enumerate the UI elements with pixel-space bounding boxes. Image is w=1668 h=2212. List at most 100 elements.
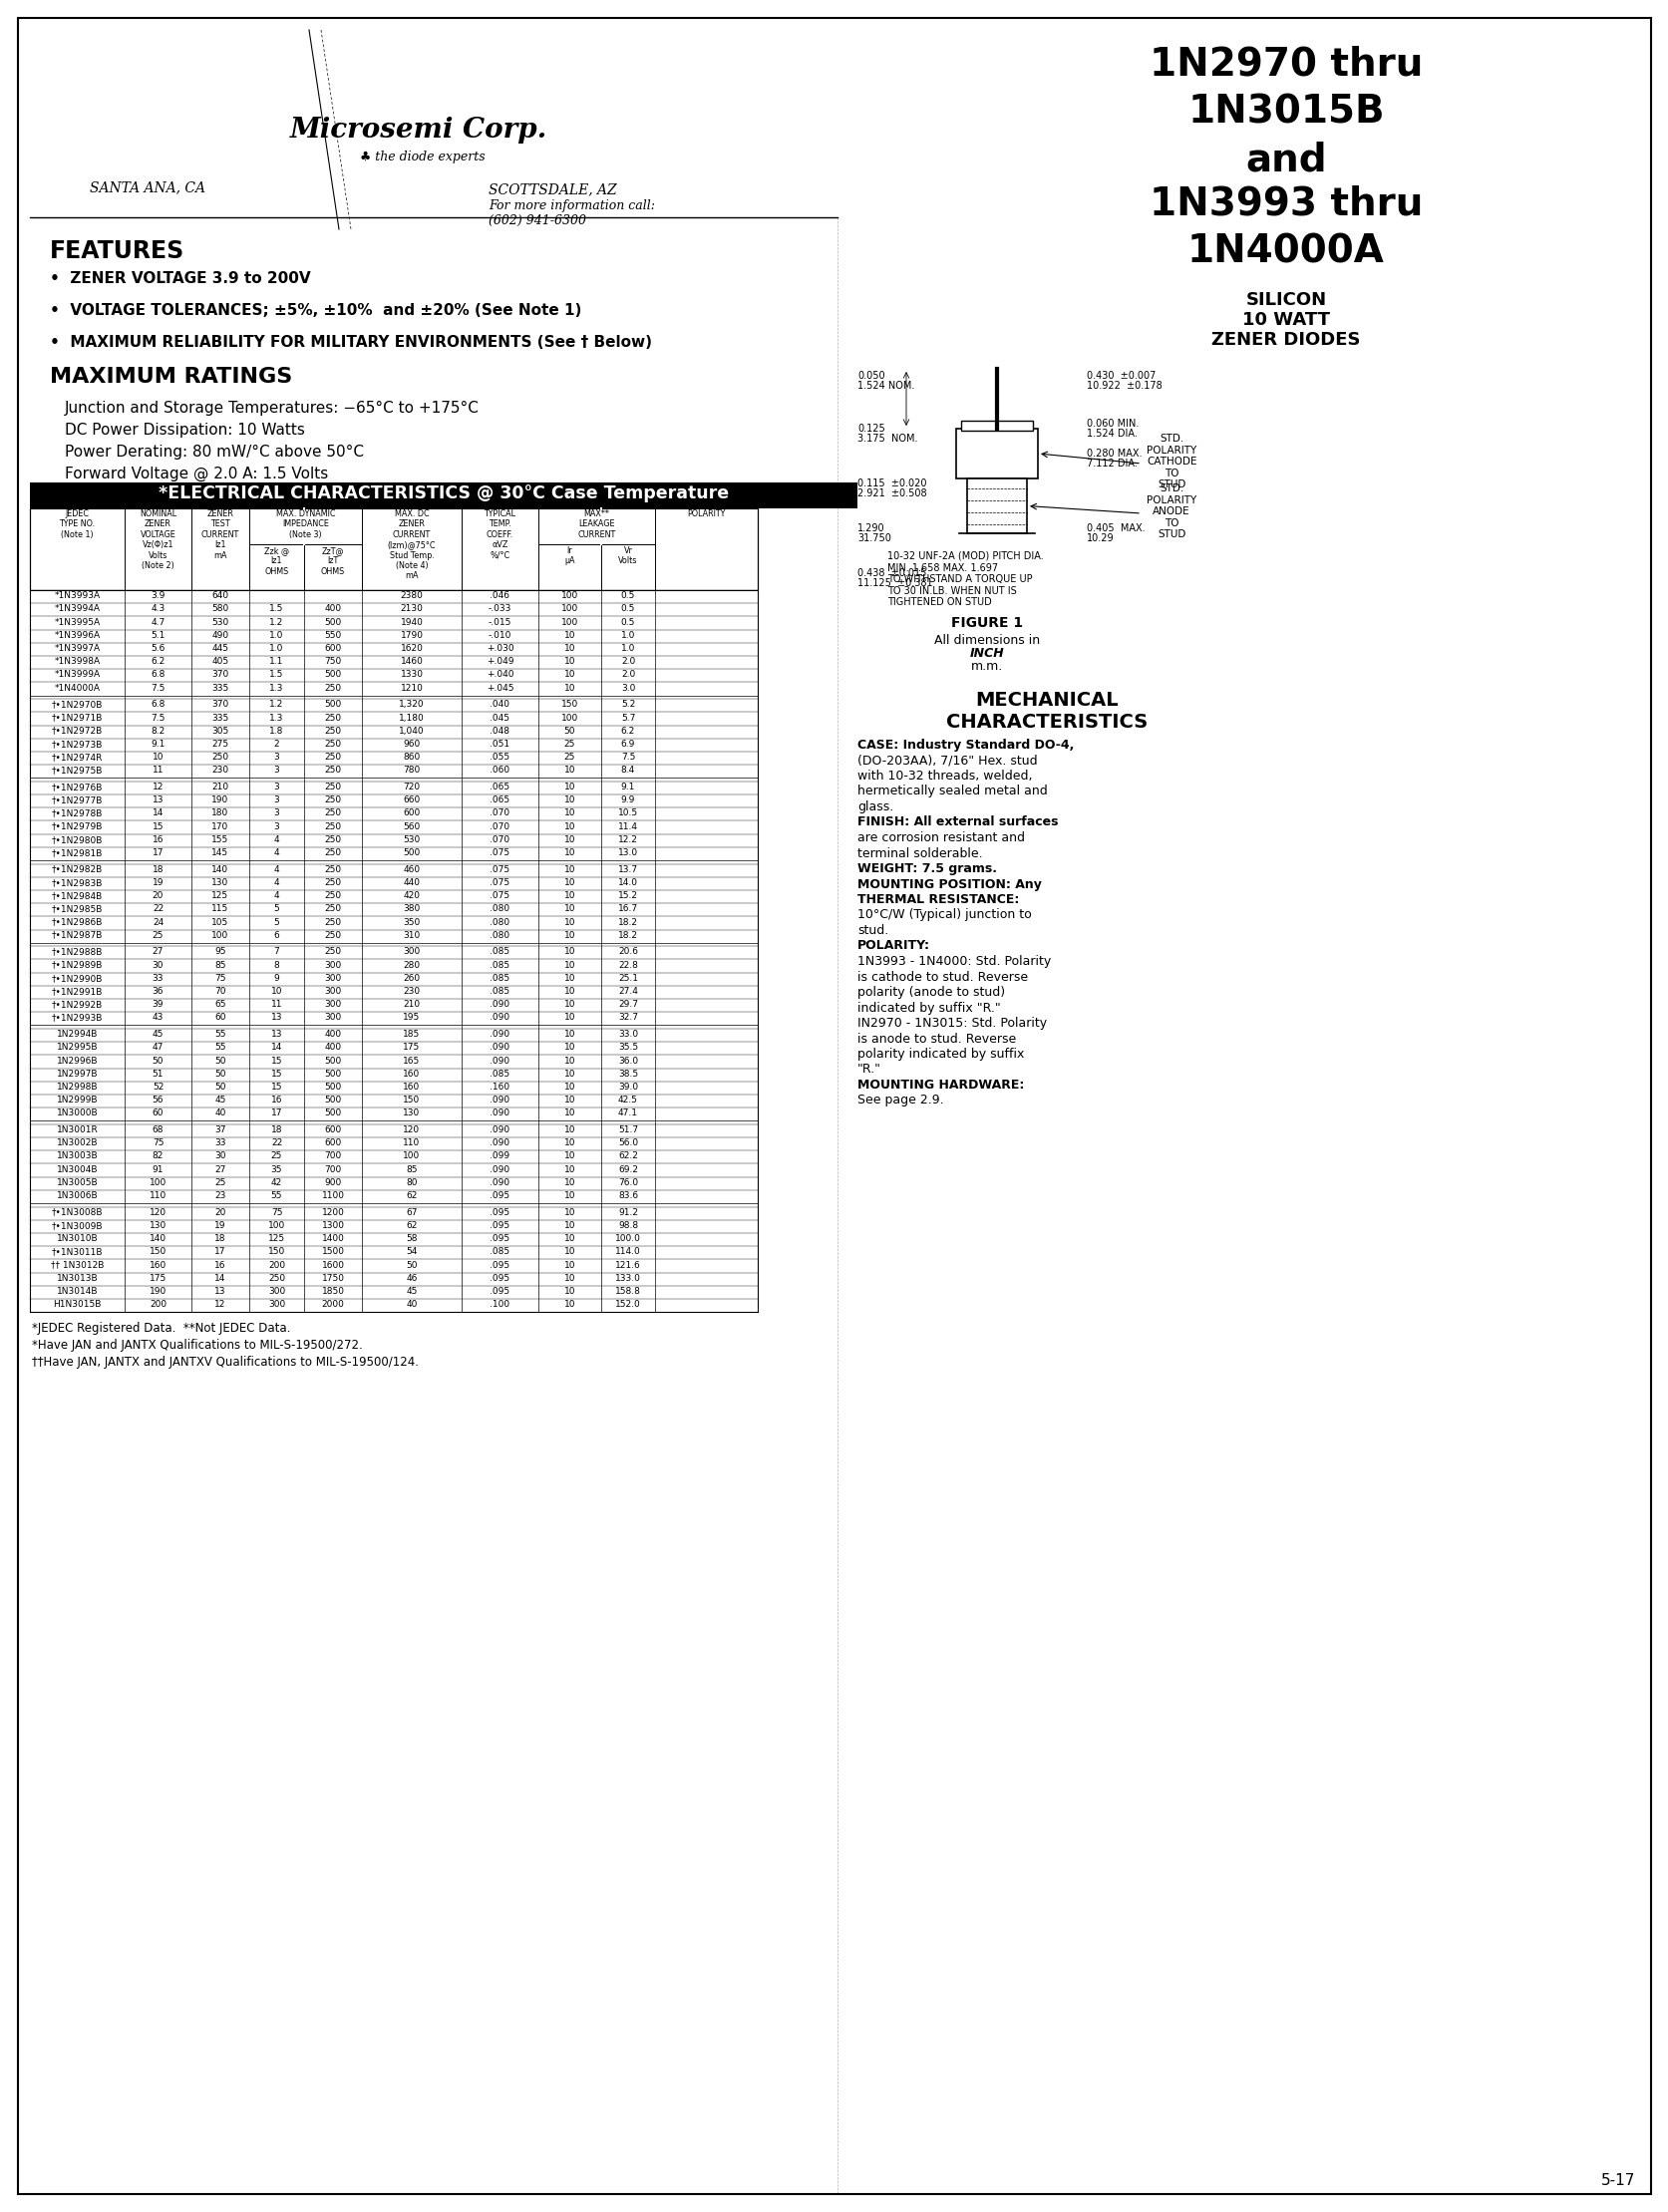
Text: 32.7: 32.7 — [617, 1013, 637, 1022]
Text: 250: 250 — [269, 1274, 285, 1283]
Text: Power Derating: 80 mW/°C above 50°C: Power Derating: 80 mW/°C above 50°C — [65, 445, 364, 460]
Text: 45: 45 — [215, 1095, 225, 1104]
Text: 100: 100 — [560, 712, 579, 721]
Text: 83.6: 83.6 — [617, 1192, 637, 1201]
Text: 25: 25 — [152, 931, 163, 940]
Text: 140: 140 — [212, 865, 229, 874]
Text: 185: 185 — [404, 1031, 420, 1040]
Text: 35.5: 35.5 — [617, 1044, 637, 1053]
Text: 230: 230 — [404, 987, 420, 995]
Text: 160: 160 — [404, 1082, 420, 1091]
Text: 91.2: 91.2 — [617, 1208, 637, 1217]
Text: .065: .065 — [490, 796, 510, 805]
Text: .090: .090 — [490, 1166, 510, 1175]
Text: FINISH: All external surfaces: FINISH: All external surfaces — [857, 816, 1058, 830]
Text: .090: .090 — [490, 1044, 510, 1053]
Text: 0.5: 0.5 — [620, 617, 636, 626]
Text: 60: 60 — [152, 1108, 163, 1117]
Text: 1940: 1940 — [400, 617, 424, 626]
Text: 230: 230 — [212, 765, 229, 774]
Text: 900: 900 — [324, 1179, 342, 1188]
Text: 250: 250 — [324, 684, 342, 692]
Text: 62.2: 62.2 — [617, 1152, 637, 1161]
Text: 7.112 DIA.: 7.112 DIA. — [1086, 458, 1138, 469]
Text: 160: 160 — [150, 1261, 167, 1270]
Text: 10.5: 10.5 — [617, 810, 637, 818]
Text: 7.5: 7.5 — [150, 712, 165, 721]
Text: 10: 10 — [564, 1044, 575, 1053]
Text: 300: 300 — [324, 987, 342, 995]
Bar — [961, 420, 1032, 431]
Text: 18.2: 18.2 — [617, 931, 637, 940]
Text: †•1N2992B: †•1N2992B — [52, 1000, 103, 1009]
Text: 10: 10 — [564, 1192, 575, 1201]
Text: 1.524 NOM.: 1.524 NOM. — [857, 380, 914, 392]
Text: 51.7: 51.7 — [617, 1126, 637, 1135]
Text: terminal solderable.: terminal solderable. — [857, 847, 982, 860]
Text: 5-17: 5-17 — [1600, 2172, 1635, 2188]
Text: 115: 115 — [212, 905, 229, 914]
Text: 37: 37 — [215, 1126, 225, 1135]
Text: 68: 68 — [152, 1126, 163, 1135]
Text: 0.115  ±0.020: 0.115 ±0.020 — [857, 478, 926, 489]
Text: •  ZENER VOLTAGE 3.9 to 200V: • ZENER VOLTAGE 3.9 to 200V — [50, 272, 310, 285]
Text: 190: 190 — [212, 796, 229, 805]
Text: 10: 10 — [564, 1082, 575, 1091]
Text: 1620: 1620 — [400, 644, 424, 653]
Bar — [956, 429, 1037, 478]
Text: 29.7: 29.7 — [617, 1000, 637, 1009]
Text: *1N3999A: *1N3999A — [55, 670, 100, 679]
Text: 190: 190 — [150, 1287, 167, 1296]
Text: .070: .070 — [490, 810, 510, 818]
Text: is anode to stud. Reverse: is anode to stud. Reverse — [857, 1033, 1016, 1046]
Text: 145: 145 — [212, 849, 229, 858]
Text: 400: 400 — [324, 1031, 342, 1040]
Text: 67: 67 — [405, 1208, 417, 1217]
Text: 5.2: 5.2 — [620, 699, 636, 710]
Text: -.010: -.010 — [489, 630, 512, 639]
Text: 10: 10 — [564, 765, 575, 774]
Text: 17: 17 — [215, 1248, 225, 1256]
Text: *1N3994A: *1N3994A — [55, 604, 100, 613]
Text: 42: 42 — [270, 1179, 282, 1188]
Text: .085: .085 — [490, 987, 510, 995]
Text: 130: 130 — [404, 1108, 420, 1117]
Text: .090: .090 — [490, 1055, 510, 1066]
Text: †•1N2987B: †•1N2987B — [52, 931, 103, 940]
Text: 10: 10 — [152, 752, 163, 761]
Text: 250: 250 — [324, 905, 342, 914]
Text: 1.0: 1.0 — [620, 630, 636, 639]
Text: .040: .040 — [490, 699, 510, 710]
Text: .051: .051 — [490, 739, 510, 748]
Text: .065: .065 — [490, 783, 510, 792]
Text: indicated by suffix "R.": indicated by suffix "R." — [857, 1002, 1001, 1015]
Text: 1460: 1460 — [400, 657, 424, 666]
Text: MAX. DYNAMIC
IMPEDANCE
(Note 3): MAX. DYNAMIC IMPEDANCE (Note 3) — [275, 509, 335, 540]
Text: .045: .045 — [490, 712, 510, 721]
Text: 25: 25 — [564, 752, 575, 761]
Text: SILICON: SILICON — [1244, 292, 1326, 310]
Text: 10: 10 — [564, 670, 575, 679]
Text: .095: .095 — [490, 1287, 510, 1296]
Text: 10: 10 — [564, 905, 575, 914]
Text: 0.280 MAX.: 0.280 MAX. — [1086, 449, 1141, 458]
Text: 0.050: 0.050 — [857, 372, 884, 380]
Text: 15: 15 — [270, 1068, 282, 1077]
Text: 100: 100 — [150, 1179, 167, 1188]
Text: †•1N2977B: †•1N2977B — [52, 796, 103, 805]
Text: *1N4000A: *1N4000A — [55, 684, 100, 692]
Text: 1.2: 1.2 — [270, 617, 284, 626]
Text: .090: .090 — [490, 1095, 510, 1104]
Text: 14.0: 14.0 — [617, 878, 637, 887]
Text: 10: 10 — [564, 1287, 575, 1296]
Text: 1.524 DIA.: 1.524 DIA. — [1086, 429, 1138, 438]
Text: 40: 40 — [405, 1301, 417, 1310]
Text: 1.0: 1.0 — [620, 644, 636, 653]
Text: 6.9: 6.9 — [620, 739, 636, 748]
Text: TYPICAL
TEMP.
COEFF.
αVZ
%/°C: TYPICAL TEMP. COEFF. αVZ %/°C — [484, 509, 515, 560]
Text: 640: 640 — [212, 591, 229, 599]
Text: hermetically sealed metal and: hermetically sealed metal and — [857, 785, 1048, 799]
Text: +.040: +.040 — [485, 670, 514, 679]
Text: 14: 14 — [152, 810, 163, 818]
Text: .090: .090 — [490, 1000, 510, 1009]
